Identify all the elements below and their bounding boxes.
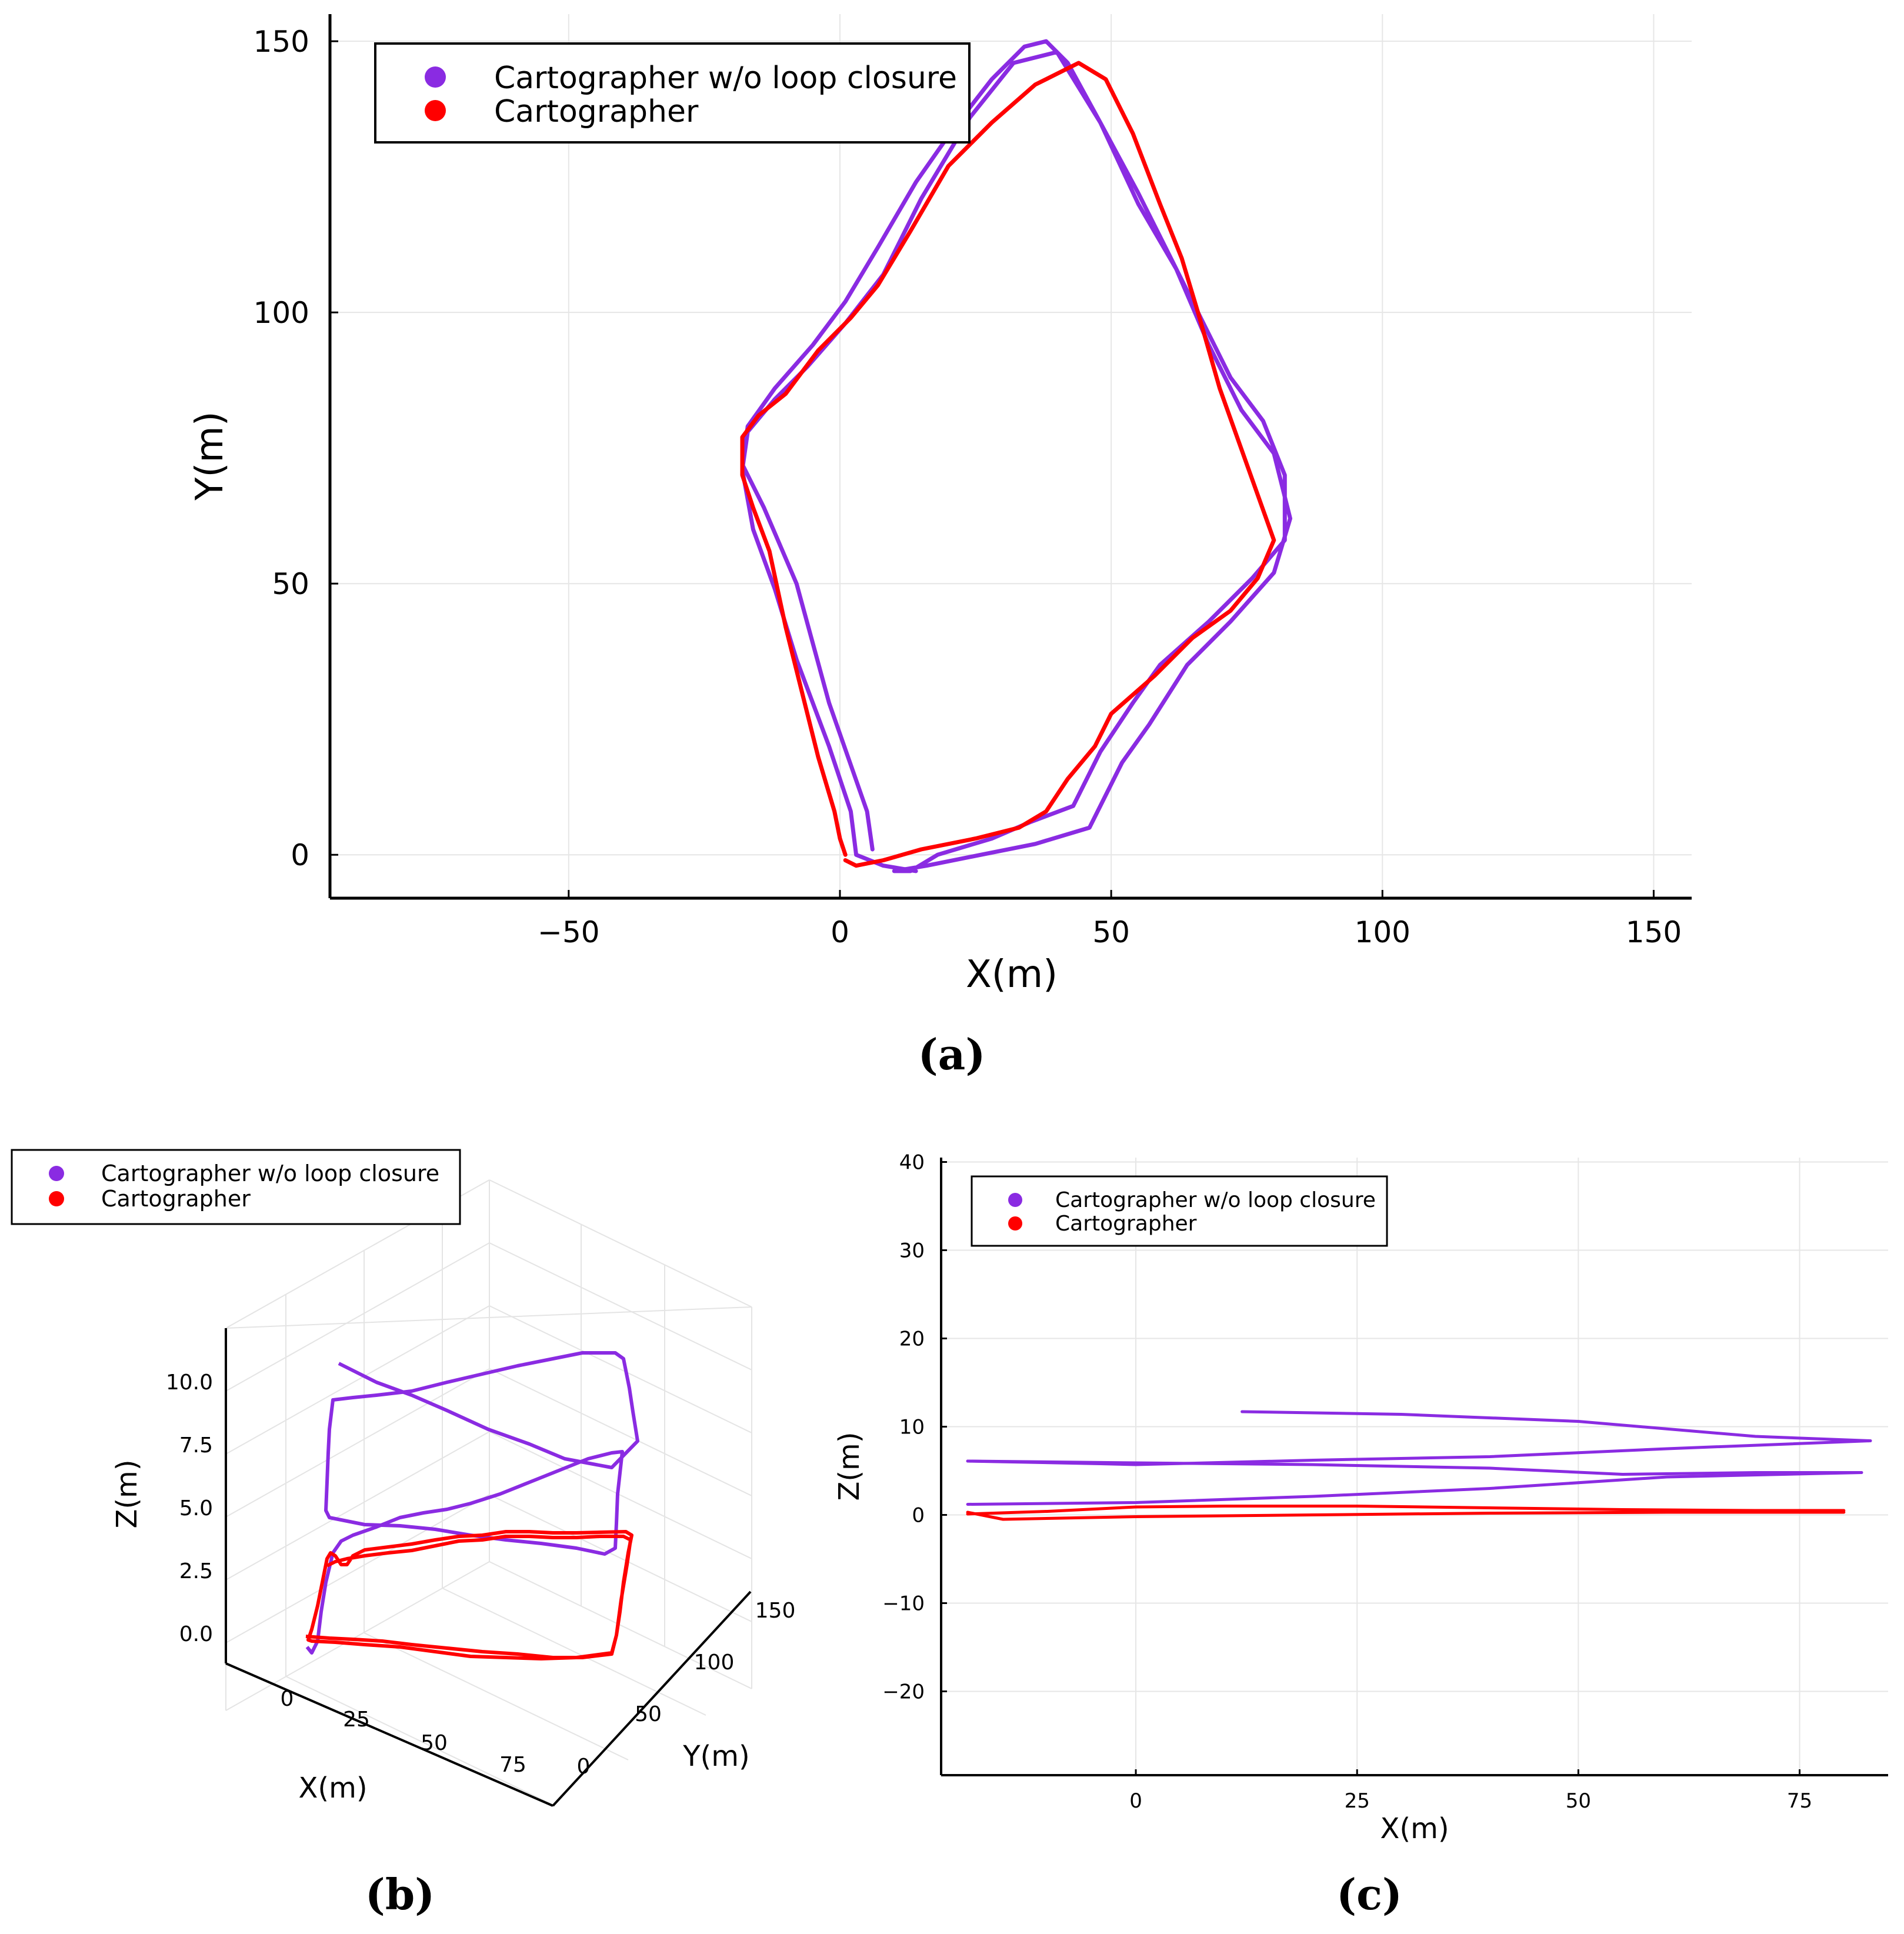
- series-line-cartographer: [740, 61, 1276, 868]
- series-line-without-loop-closure: [966, 1471, 1863, 1506]
- panel-b-y-tick-label: 150: [755, 1599, 796, 1623]
- panel-c-legend-marker-red: [1008, 1216, 1022, 1231]
- panel-c-legend-marker-purple: [1008, 1193, 1022, 1207]
- panel-a-legend-label-purple: Cartographer w/o loop closure: [494, 61, 957, 96]
- panel-b-z-tick-label: 2.5: [179, 1559, 213, 1583]
- panel-b-legend-box: [11, 1149, 461, 1225]
- panel-b-legend: Cartographer w/o loop closure Cartograph…: [11, 1149, 461, 1225]
- y-tick-label: −10: [882, 1592, 925, 1616]
- panel-a-x-ticks: −50 0 50 100 150: [538, 890, 1682, 949]
- panel-b-legend-marker-red: [49, 1191, 64, 1206]
- panel-a-legend-label-red: Cartographer: [494, 94, 699, 129]
- panel-b-x-tick-label: 50: [421, 1731, 448, 1755]
- panel-a-caption: (a): [918, 1029, 986, 1079]
- panel-b-x-ticks: 0 25 50 75: [281, 1687, 526, 1777]
- panel-b-z-label: Z(m): [111, 1459, 144, 1528]
- y-tick-label: 100: [254, 296, 309, 330]
- panel-b-axes: [225, 1328, 752, 1807]
- panel-a-y-ticks: 0 50 100 150: [254, 25, 338, 872]
- x-tick-label: 50: [1092, 915, 1130, 949]
- panel-a-legend-box: [374, 42, 971, 144]
- x-tick-label: 25: [1345, 1789, 1370, 1813]
- panel-b-y-tick-label: 0: [577, 1755, 591, 1779]
- panel-a-xy-plot: −50 0 50 100 150 0 50 100 150 X(m) Y(m) Cartogr…: [188, 14, 1692, 1079]
- x-tick-label: −50: [538, 915, 600, 949]
- panel-b-3d-plot: 10.0 7.5 5.0 2.5 0.0 0 25 50 75 0 50 100…: [11, 1149, 796, 1919]
- panel-b-x-tick-label: 0: [281, 1687, 294, 1711]
- panel-c-y-label: Z(m): [833, 1432, 866, 1500]
- panel-a-legend-marker-purple: [425, 66, 446, 88]
- panel-a-grid: [330, 14, 1692, 898]
- panel-b-x-tick-label: 75: [499, 1753, 526, 1777]
- panel-b-legend-label-purple: Cartographer w/o loop closure: [101, 1161, 439, 1186]
- panel-b-z-tick-label: 10.0: [166, 1371, 213, 1395]
- panel-b-z-ticks: 10.0 7.5 5.0 2.5 0.0: [166, 1371, 213, 1646]
- panel-b-series-red: [305, 1530, 633, 1660]
- panel-b-series-purple: [305, 1351, 639, 1655]
- y-tick-label: 40: [899, 1151, 925, 1175]
- panel-b-z-tick-label: 0.0: [179, 1622, 213, 1646]
- panel-c-legend-label-purple: Cartographer w/o loop closure: [1055, 1188, 1376, 1212]
- panel-c-x-label: X(m): [1380, 1812, 1449, 1845]
- series-line-cartographer: [966, 1510, 1846, 1521]
- x-tick-label: 75: [1787, 1789, 1812, 1813]
- y-tick-label: 150: [254, 25, 309, 59]
- y-tick-label: −20: [882, 1680, 925, 1704]
- y-tick-label: 30: [899, 1239, 925, 1263]
- panel-a-y-label: Y(m): [188, 411, 232, 501]
- y-tick-label: 0: [291, 838, 309, 872]
- panel-a-legend: Cartographer w/o loop closure Cartograph…: [374, 42, 971, 144]
- panel-c-legend-label-red: Cartographer: [1055, 1212, 1197, 1236]
- panel-b-caption: (b): [365, 1869, 435, 1919]
- panel-b-legend-marker-purple: [49, 1166, 64, 1181]
- panel-c-series: [966, 1410, 1872, 1521]
- panel-c-legend: Cartographer w/o loop closure Cartograph…: [971, 1175, 1388, 1247]
- x-tick-label: 0: [831, 915, 849, 949]
- series-line-without-loop-closure: [1241, 1410, 1872, 1442]
- panel-c-legend-box: [971, 1175, 1388, 1247]
- series-line-without-loop-closure: [966, 1459, 1863, 1476]
- y-tick-label: 0: [912, 1504, 925, 1528]
- x-tick-label: 150: [1626, 915, 1682, 949]
- panel-b-y-tick-label: 100: [694, 1650, 735, 1675]
- panel-b-y-ticks: 0 50 100 150: [577, 1599, 796, 1779]
- x-tick-label: 50: [1566, 1789, 1591, 1813]
- panel-b-3d-grid: [225, 1179, 752, 1804]
- panel-b-x-tick-label: 25: [343, 1708, 370, 1732]
- panel-c-x-ticks: 0 25 50 75: [1129, 1769, 1812, 1813]
- panel-c-y-ticks: −20 −10 0 10 20 30 40: [882, 1151, 947, 1704]
- panel-c-caption: (c): [1336, 1869, 1402, 1919]
- panel-b-y-label: Y(m): [682, 1740, 750, 1773]
- panel-c-xz-plot: 0 25 50 75 −20 −10 0 10 20 30 40 X(m) Z(m) Cartog…: [833, 1151, 1888, 1919]
- series-line-without-loop-closure: [740, 39, 1292, 873]
- y-tick-label: 50: [272, 567, 309, 601]
- panel-b-x-label: X(m): [298, 1772, 367, 1805]
- panel-b-legend-label-red: Cartographer: [101, 1186, 251, 1212]
- panel-b-z-tick-label: 7.5: [179, 1433, 213, 1458]
- x-tick-label: 0: [1129, 1789, 1142, 1813]
- series-line-cartographer: [966, 1505, 1846, 1516]
- panel-a-legend-marker-red: [425, 100, 446, 121]
- x-tick-label: 100: [1355, 915, 1411, 949]
- panel-b-y-tick-label: 50: [635, 1702, 662, 1726]
- y-tick-label: 20: [899, 1328, 925, 1351]
- panel-a-series: [740, 39, 1292, 873]
- y-tick-label: 10: [899, 1416, 925, 1439]
- panel-b-z-tick-label: 5.0: [179, 1496, 213, 1520]
- panel-a-x-label: X(m): [966, 953, 1058, 996]
